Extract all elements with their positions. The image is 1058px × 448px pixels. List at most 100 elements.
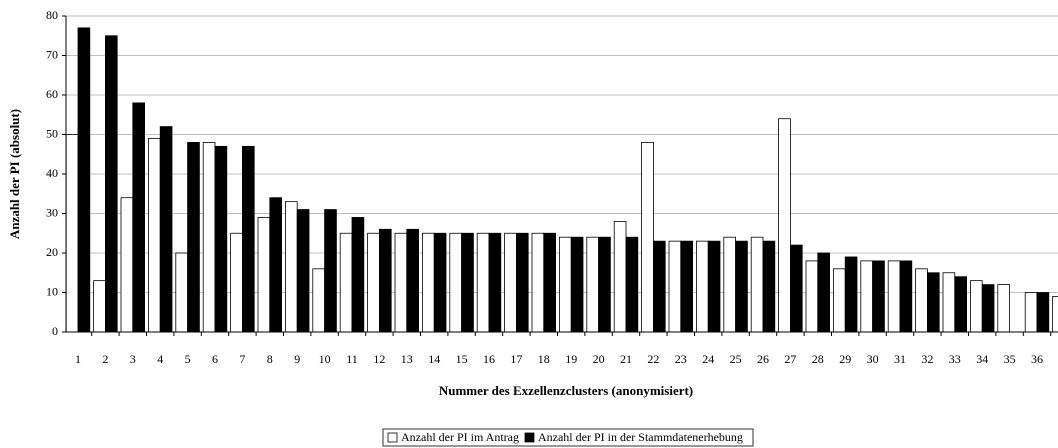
bar (504, 232, 517, 333)
bar (312, 268, 325, 333)
bar (543, 232, 556, 333)
bar (833, 268, 846, 333)
bar (284, 201, 298, 333)
bar (970, 280, 983, 333)
bar (324, 209, 337, 333)
x-tick-label: 2 (102, 352, 108, 366)
bar (351, 217, 365, 333)
bar (625, 236, 639, 333)
x-tick-label: 18 (538, 352, 550, 366)
x-tick-label: 10 (319, 352, 331, 366)
bar (790, 244, 803, 333)
bar (653, 240, 666, 333)
bar (132, 102, 146, 333)
x-tick-label: 9 (294, 352, 300, 366)
bar (860, 260, 873, 333)
x-tick-label: 32 (921, 352, 933, 366)
x-tick-label: 13 (401, 352, 413, 366)
bar (942, 272, 956, 333)
y-tick-label: 80 (46, 8, 58, 22)
y-tick-label: 70 (46, 47, 58, 61)
bar (778, 118, 791, 333)
x-tick-label: 4 (157, 352, 163, 366)
bar (1036, 292, 1050, 333)
x-tick-label: 28 (812, 352, 824, 366)
bar (559, 236, 572, 333)
y-tick-label: 10 (46, 284, 58, 298)
x-tick-label: 26 (757, 352, 769, 366)
bar (367, 232, 380, 333)
x-tick-label: 25 (730, 352, 742, 366)
x-tick-label: 1 (75, 352, 81, 366)
bar (394, 232, 408, 333)
x-tick-label: 35 (1004, 352, 1016, 366)
x-tick-label: 21 (620, 352, 632, 366)
x-tick-label: 6 (212, 352, 218, 366)
bar (1052, 296, 1058, 333)
bar (421, 232, 435, 333)
y-tick-label: 60 (46, 87, 58, 101)
x-axis-title: Nummer des Exzellenzclusters (anonymisie… (439, 383, 693, 398)
bar (65, 134, 79, 333)
y-tick-label: 50 (46, 126, 58, 140)
bar (269, 197, 282, 333)
y-tick-label: 20 (46, 245, 58, 259)
bar (954, 276, 967, 333)
x-tick-label: 27 (784, 352, 796, 366)
bar (981, 284, 995, 333)
bar (570, 236, 584, 333)
bar (516, 232, 529, 333)
x-tick-label: 3 (130, 352, 136, 366)
bar (159, 126, 173, 333)
x-tick-label: 5 (185, 352, 191, 366)
bar (844, 256, 858, 333)
bar (241, 145, 255, 333)
bar (488, 232, 502, 333)
y-tick-label: 40 (46, 166, 58, 180)
bar (723, 236, 736, 333)
bar (750, 236, 764, 333)
bar (707, 240, 721, 333)
x-tick-label: 7 (239, 352, 245, 366)
bar (641, 141, 654, 333)
bar (406, 228, 419, 333)
bar (927, 272, 940, 333)
x-tick-label: 8 (267, 352, 273, 366)
x-tick-label: 12 (373, 352, 385, 366)
bar (817, 252, 830, 333)
x-tick-label: 14 (428, 352, 440, 366)
bar (680, 240, 693, 333)
bar (872, 260, 885, 333)
x-tick-label: 23 (675, 352, 687, 366)
x-tick-label: 34 (976, 352, 988, 366)
bar (187, 141, 200, 333)
bar (668, 240, 682, 333)
legend-box (382, 428, 754, 447)
bar (230, 232, 243, 333)
bar (997, 284, 1010, 333)
bar (887, 260, 901, 333)
x-tick-label: 15 (456, 352, 468, 366)
bar (449, 232, 462, 333)
bar (735, 240, 748, 333)
bar (214, 145, 228, 333)
bar (613, 220, 627, 333)
bar (105, 35, 118, 333)
x-tick-label: 16 (483, 352, 495, 366)
bar (598, 236, 611, 333)
bar (77, 27, 91, 333)
bar (257, 217, 271, 333)
bar (296, 209, 310, 333)
x-tick-label: 30 (867, 352, 879, 366)
x-tick-label: 11 (346, 352, 358, 366)
bar (531, 232, 545, 333)
x-tick-label: 19 (565, 352, 577, 366)
bar (378, 228, 392, 333)
x-tick-label: 36 (1031, 352, 1043, 366)
x-tick-label: 33 (949, 352, 961, 366)
bar (915, 268, 928, 333)
legend-swatch (387, 432, 398, 443)
x-tick-label: 17 (510, 352, 522, 366)
